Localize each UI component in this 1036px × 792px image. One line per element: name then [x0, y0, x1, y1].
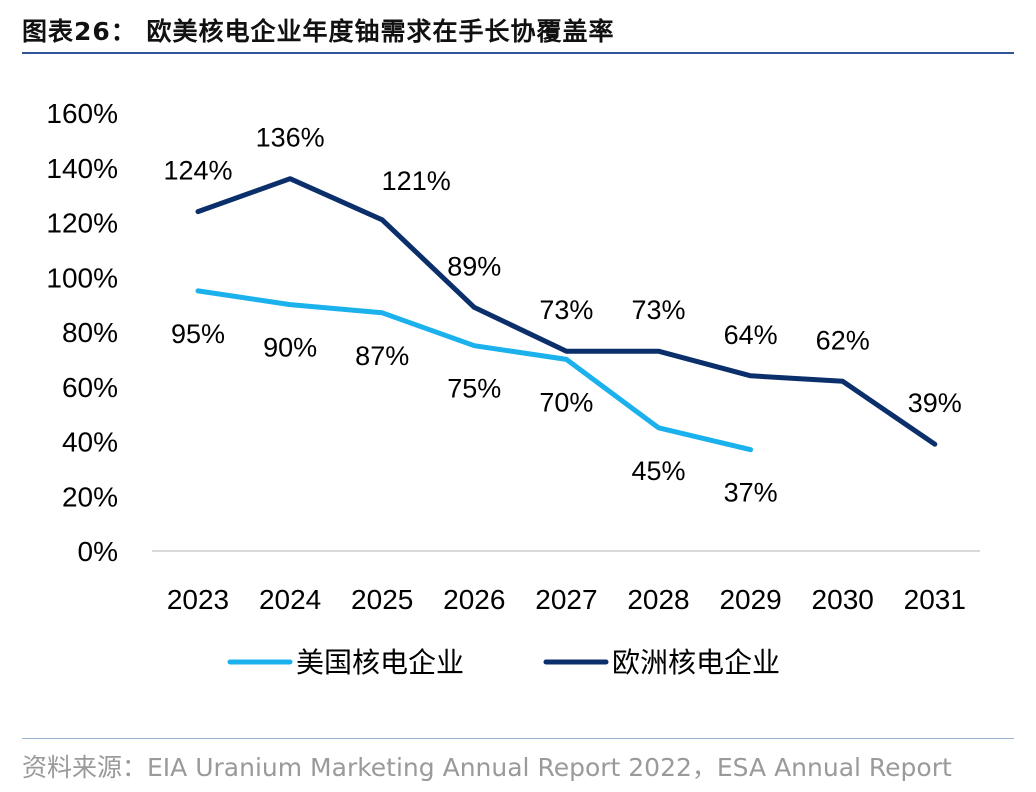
title-underline: [22, 52, 1014, 54]
eu-data-label: 64%: [724, 320, 778, 350]
eu-legend-label: 欧洲核电企业: [612, 646, 780, 679]
us-data-label: 45%: [631, 456, 685, 486]
us-data-label: 37%: [724, 478, 778, 508]
source-note: 资料来源：EIA Uranium Marketing Annual Report…: [22, 753, 952, 782]
us-legend-label: 美国核电企业: [296, 646, 464, 679]
eu-data-label: 121%: [382, 166, 451, 196]
x-tick-label: 2031: [904, 584, 966, 615]
data-labels: 95% 90% 87% 75% 70% 45% 37% 124% 136% 121% 89% 73% 7…: [163, 123, 961, 508]
y-tick-label: 160%: [46, 98, 118, 129]
us-data-label: 90%: [263, 333, 317, 363]
x-axis-ticks: 2023 2024 2025 2026 2027 2028 2029 2030 2031: [167, 584, 966, 615]
y-tick-label: 40%: [62, 427, 118, 458]
us-data-label: 87%: [355, 341, 409, 371]
legend: 美国核电企业 欧洲核电企业: [227, 646, 780, 679]
x-tick-label: 2025: [351, 584, 413, 615]
y-tick-label: 20%: [62, 481, 118, 512]
figure-title: 图表26： 欧美核电企业年度铀需求在手长协覆盖率: [22, 17, 615, 46]
x-tick-label: 2024: [259, 584, 321, 615]
eu-data-label: 136%: [256, 123, 325, 153]
x-tick-label: 2030: [812, 584, 874, 615]
line-chart: 0%20%40%60%80%100%120%140%160% 2023 2024 2…: [46, 98, 980, 679]
eu-data-label: 39%: [908, 388, 962, 418]
x-tick-label: 2027: [535, 584, 597, 615]
us-data-label: 70%: [539, 387, 593, 417]
x-tick-label: 2026: [443, 584, 505, 615]
series-lines: [195, 176, 938, 453]
eu-data-label: 62%: [816, 325, 870, 355]
source-divider: [22, 738, 1014, 739]
us-data-label: 95%: [171, 319, 225, 349]
x-tick-label: 2023: [167, 584, 229, 615]
y-tick-label: 120%: [46, 208, 118, 239]
y-tick-label: 100%: [46, 262, 118, 293]
eu-data-label: 73%: [631, 295, 685, 325]
eu-data-label: 73%: [539, 295, 593, 325]
eu-data-label: 124%: [163, 156, 232, 186]
y-tick-label: 80%: [62, 317, 118, 348]
us-data-label: 75%: [447, 374, 501, 404]
y-axis-ticks: 0% 20% 40% 60% 80% 100% 120% 140% 160%: [46, 98, 118, 567]
y-tick-label: 0%: [78, 536, 118, 567]
x-tick-label: 2028: [627, 584, 689, 615]
y-tick-label: 140%: [46, 153, 118, 184]
x-tick-label: 2029: [719, 584, 781, 615]
y-tick-label: 60%: [62, 372, 118, 403]
eu-data-label: 89%: [447, 251, 501, 281]
